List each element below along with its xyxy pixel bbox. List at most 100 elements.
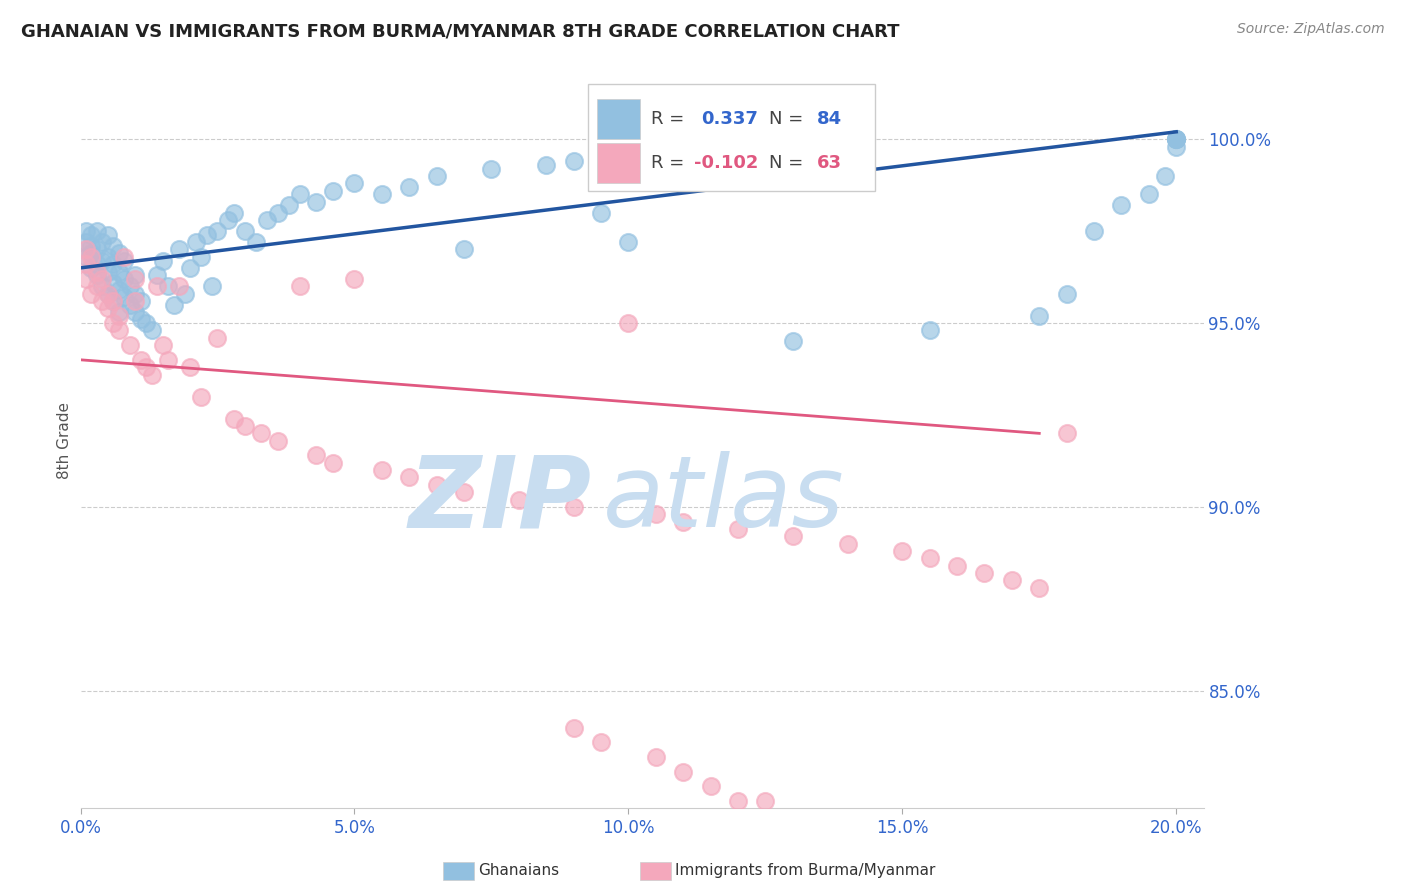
Point bbox=[91, 235, 114, 249]
Point bbox=[398, 180, 420, 194]
Point bbox=[75, 250, 97, 264]
Point bbox=[343, 176, 366, 190]
Text: 84: 84 bbox=[817, 111, 842, 128]
Point bbox=[112, 250, 135, 264]
Point bbox=[754, 794, 776, 808]
Point bbox=[918, 551, 941, 566]
Point bbox=[398, 470, 420, 484]
Text: Ghanaians: Ghanaians bbox=[478, 863, 560, 878]
FancyBboxPatch shape bbox=[588, 84, 875, 191]
Y-axis label: 8th Grade: 8th Grade bbox=[58, 402, 72, 479]
Point bbox=[1056, 426, 1078, 441]
Point bbox=[129, 293, 152, 308]
Point bbox=[86, 224, 108, 238]
Point bbox=[80, 239, 103, 253]
Point bbox=[91, 272, 114, 286]
Point bbox=[343, 272, 366, 286]
Point bbox=[453, 485, 475, 500]
Point bbox=[108, 283, 131, 297]
Text: R =: R = bbox=[651, 154, 690, 172]
Point bbox=[222, 411, 245, 425]
Point bbox=[672, 515, 695, 529]
Point bbox=[118, 279, 141, 293]
Point bbox=[1137, 187, 1160, 202]
Point bbox=[163, 298, 186, 312]
Point bbox=[91, 293, 114, 308]
Point bbox=[124, 272, 146, 286]
Point bbox=[80, 227, 103, 242]
Point bbox=[1166, 132, 1188, 146]
Point bbox=[1154, 169, 1177, 183]
Point bbox=[124, 293, 146, 308]
Point bbox=[644, 750, 666, 764]
Point bbox=[1166, 132, 1188, 146]
Text: 63: 63 bbox=[817, 154, 842, 172]
Point bbox=[918, 323, 941, 337]
Point bbox=[1001, 574, 1024, 588]
Point bbox=[617, 235, 640, 249]
Point bbox=[135, 316, 157, 330]
Point bbox=[195, 227, 218, 242]
Point bbox=[124, 268, 146, 283]
Point bbox=[589, 205, 612, 219]
Point bbox=[141, 323, 163, 337]
Point bbox=[173, 286, 195, 301]
Point bbox=[562, 721, 585, 735]
Point bbox=[146, 268, 169, 283]
Text: -0.102: -0.102 bbox=[693, 154, 758, 172]
FancyBboxPatch shape bbox=[598, 143, 640, 183]
Text: N =: N = bbox=[769, 111, 808, 128]
Point bbox=[322, 184, 344, 198]
Point bbox=[80, 260, 103, 275]
Point bbox=[86, 264, 108, 278]
Point bbox=[426, 478, 449, 492]
Point bbox=[75, 243, 97, 257]
Point bbox=[124, 305, 146, 319]
Point bbox=[305, 449, 328, 463]
Point bbox=[108, 309, 131, 323]
Point bbox=[267, 205, 290, 219]
Point bbox=[562, 154, 585, 169]
Point bbox=[124, 286, 146, 301]
Point bbox=[97, 227, 120, 242]
Point bbox=[80, 246, 103, 260]
Point bbox=[103, 293, 125, 308]
Point bbox=[91, 279, 114, 293]
Point bbox=[86, 279, 108, 293]
Text: N =: N = bbox=[769, 154, 808, 172]
Point bbox=[135, 360, 157, 375]
Text: ZIP: ZIP bbox=[409, 451, 592, 548]
Point bbox=[80, 286, 103, 301]
Point bbox=[112, 272, 135, 286]
Point bbox=[75, 257, 97, 271]
Point bbox=[727, 794, 749, 808]
Point bbox=[75, 235, 97, 249]
Point bbox=[727, 522, 749, 536]
Point bbox=[86, 268, 108, 283]
Point bbox=[782, 529, 804, 543]
Point bbox=[129, 352, 152, 367]
Point bbox=[108, 305, 131, 319]
Text: atlas: atlas bbox=[603, 451, 845, 548]
Point bbox=[1028, 581, 1050, 595]
Point bbox=[103, 276, 125, 290]
Point bbox=[699, 161, 721, 176]
Text: Source: ZipAtlas.com: Source: ZipAtlas.com bbox=[1237, 22, 1385, 37]
Text: Immigrants from Burma/Myanmar: Immigrants from Burma/Myanmar bbox=[675, 863, 935, 878]
Point bbox=[118, 298, 141, 312]
Point bbox=[891, 544, 914, 558]
Point bbox=[97, 286, 120, 301]
Point bbox=[91, 253, 114, 268]
Point bbox=[179, 260, 201, 275]
Point bbox=[103, 293, 125, 308]
Text: GHANAIAN VS IMMIGRANTS FROM BURMA/MYANMAR 8TH GRADE CORRELATION CHART: GHANAIAN VS IMMIGRANTS FROM BURMA/MYANMA… bbox=[21, 22, 900, 40]
Text: 0.337: 0.337 bbox=[702, 111, 758, 128]
Point bbox=[167, 243, 190, 257]
Point bbox=[179, 360, 201, 375]
Point bbox=[207, 331, 229, 345]
FancyBboxPatch shape bbox=[598, 99, 640, 139]
Point bbox=[322, 456, 344, 470]
Point bbox=[644, 508, 666, 522]
Point bbox=[245, 235, 267, 249]
Point bbox=[426, 169, 449, 183]
